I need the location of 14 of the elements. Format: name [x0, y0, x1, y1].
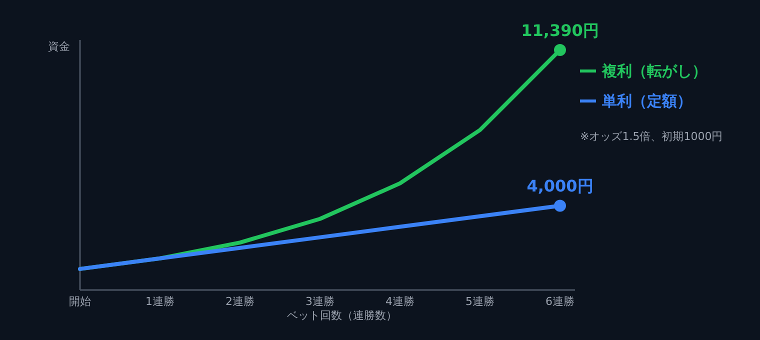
x-tick-label: 3連勝: [306, 295, 334, 308]
x-axis-title: ベット回数（連勝数）: [287, 309, 397, 322]
x-tick-label: 開始: [69, 295, 91, 308]
x-tick-label: 6連勝: [546, 295, 574, 308]
data-label: 11,390円: [521, 21, 599, 40]
data-label: 4,000円: [526, 176, 594, 196]
legend-label: 複利（転がし）: [601, 62, 707, 80]
x-tick-label: 5連勝: [466, 295, 494, 308]
y-axis-title: 資金: [48, 40, 70, 53]
legend-label: 単利（定額）: [601, 92, 692, 110]
text: ※オッズ1.5倍、初期1000円: [580, 130, 723, 143]
x-tick-label: 4連勝: [386, 295, 414, 308]
x-tick-label: 2連勝: [226, 295, 254, 308]
x-tick-label: 1連勝: [146, 295, 174, 308]
